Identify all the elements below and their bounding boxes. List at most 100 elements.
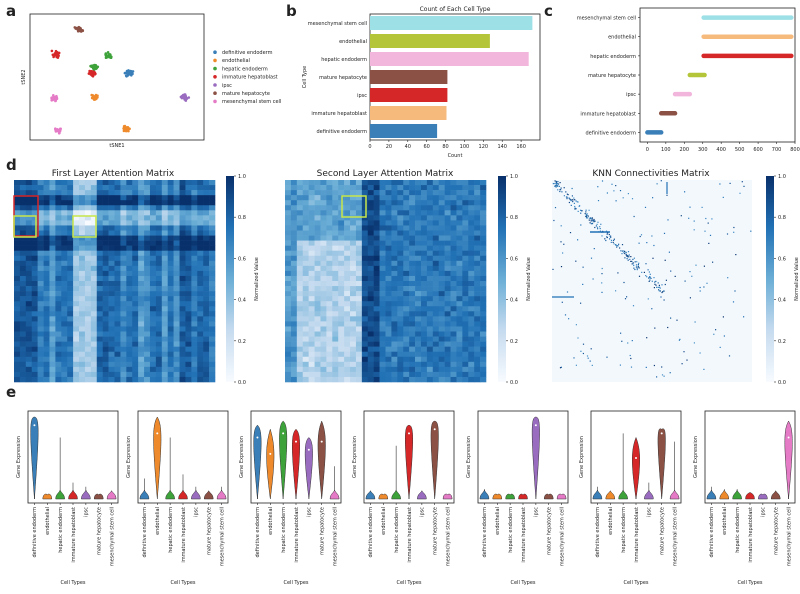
heatmap1-cell bbox=[173, 265, 180, 272]
heatmap2-cell bbox=[444, 316, 451, 322]
heatmap3-cell bbox=[615, 290, 617, 292]
heatmap2-cell bbox=[326, 351, 333, 358]
heatmap1-cell bbox=[155, 346, 163, 352]
heatmap1-cell bbox=[155, 225, 163, 231]
heatmap1-cell bbox=[203, 270, 210, 277]
heatmap2-cell bbox=[438, 265, 445, 272]
heatmap2-cell bbox=[426, 205, 434, 211]
heatmap2-cell bbox=[367, 376, 374, 383]
heatmap1-cell bbox=[102, 306, 109, 312]
heatmap1-cell bbox=[155, 351, 163, 358]
heatmap1-cell bbox=[61, 195, 68, 201]
range-category-label: ipsc bbox=[626, 92, 636, 98]
heatmap2-cell bbox=[432, 291, 439, 297]
heatmap1-cell bbox=[73, 351, 80, 358]
heatmap2-cell bbox=[462, 195, 469, 201]
heatmap1-cell bbox=[149, 296, 157, 302]
heatmap2-cell bbox=[409, 296, 416, 302]
heatmap3-cell bbox=[631, 260, 633, 262]
heatmap2-cell bbox=[308, 240, 315, 246]
heatmap1-cell bbox=[161, 356, 168, 363]
heatmap2-cell bbox=[450, 260, 457, 267]
heatmap1-cell bbox=[209, 245, 216, 251]
heatmap2-cell bbox=[308, 351, 315, 358]
heatmap3-cell bbox=[610, 235, 612, 237]
heatmap1-cell bbox=[67, 316, 74, 322]
heatmap2-cell bbox=[438, 356, 445, 363]
heatmap1-cell bbox=[31, 215, 38, 221]
heatmap1-cell bbox=[14, 331, 21, 337]
heatmap2-cell bbox=[373, 316, 380, 322]
heatmap1-cell bbox=[84, 366, 92, 373]
heatmap2-cell bbox=[462, 296, 469, 302]
heatmap1-cell bbox=[197, 311, 204, 317]
heatmap1-cell bbox=[73, 346, 80, 352]
heatmap2-cell bbox=[450, 316, 457, 322]
heatmap3-cell bbox=[653, 277, 655, 279]
heatmap2-cell bbox=[385, 190, 392, 196]
heatmap3-cell bbox=[560, 225, 562, 227]
heatmap2-cell bbox=[397, 250, 404, 257]
heatmap2-cell bbox=[397, 371, 404, 378]
heatmap2-cell bbox=[432, 341, 439, 347]
heatmap1-cell bbox=[61, 321, 68, 327]
violin-body bbox=[42, 493, 53, 500]
heatmap1-cell bbox=[14, 321, 21, 327]
heatmap1-cell bbox=[31, 250, 38, 257]
heatmap1-cell bbox=[61, 376, 68, 383]
heatmap2-cell bbox=[302, 346, 309, 352]
heatmap1-cell bbox=[79, 366, 86, 373]
colorbar-tick-label: 0.4 bbox=[510, 298, 518, 304]
heatmap3-cell bbox=[614, 244, 617, 246]
heatmap1-cell bbox=[49, 180, 56, 186]
heatmap3-cell bbox=[619, 247, 621, 249]
heatmap1-cell bbox=[84, 301, 92, 307]
heatmap2-cell bbox=[468, 255, 475, 262]
heatmap1-cell bbox=[19, 341, 27, 347]
heatmap1-cell bbox=[197, 180, 204, 186]
heatmap1-cell bbox=[55, 200, 62, 206]
heatmap2-cell bbox=[367, 366, 374, 373]
heatmap2-cell bbox=[438, 230, 445, 236]
heatmap3-cell bbox=[659, 290, 661, 292]
heatmap1-cell bbox=[102, 270, 109, 277]
heatmap3-cell bbox=[706, 282, 708, 284]
heatmap2-cell bbox=[373, 366, 380, 373]
heatmap2-cell bbox=[385, 306, 392, 312]
heatmap1-cell bbox=[61, 366, 68, 373]
heatmap2-cell bbox=[432, 195, 439, 201]
heatmap2-cell bbox=[302, 296, 309, 302]
heatmap1-cell bbox=[61, 346, 68, 352]
violin-category-label: definitive endoderm bbox=[595, 507, 601, 558]
heatmap2-cell bbox=[462, 225, 469, 231]
heatmap3-cell bbox=[585, 215, 587, 218]
heatmap1-cell bbox=[149, 275, 157, 282]
heatmap2-cell bbox=[285, 225, 292, 231]
heatmap1-cell bbox=[126, 371, 133, 378]
heatmap2-cell bbox=[474, 180, 481, 186]
heatmap1-cell bbox=[144, 185, 151, 191]
heatmap2-cell bbox=[480, 190, 487, 196]
heatmap1-cell bbox=[191, 205, 198, 211]
heatmap2-cell bbox=[332, 346, 339, 352]
heatmap3-cell bbox=[585, 214, 588, 216]
heatmap2-cell bbox=[314, 250, 321, 257]
heatmap2-cell bbox=[438, 291, 445, 297]
heatmap3-cell bbox=[606, 356, 608, 358]
heatmap2-cell bbox=[361, 316, 369, 322]
heatmap1-cell bbox=[167, 260, 174, 267]
heatmap1-cell bbox=[191, 180, 198, 186]
tsne-point-7 bbox=[93, 95, 96, 99]
heatmap1-cell bbox=[73, 200, 80, 206]
heatmap2-cell bbox=[361, 311, 369, 317]
heatmap1-cell bbox=[14, 351, 21, 358]
heatmap2-cell bbox=[379, 230, 386, 236]
heatmap1-cell bbox=[179, 205, 186, 211]
violin-category-label: mesenchymal stem cell bbox=[219, 507, 225, 566]
heatmap1-cell bbox=[14, 336, 21, 342]
heatmap1-cell bbox=[108, 356, 115, 363]
heatmap2-cell bbox=[320, 311, 327, 317]
heatmap1-cell bbox=[173, 351, 180, 358]
heatmap1-cell bbox=[90, 200, 98, 206]
legend-label: immature hepatoblast bbox=[222, 75, 278, 81]
